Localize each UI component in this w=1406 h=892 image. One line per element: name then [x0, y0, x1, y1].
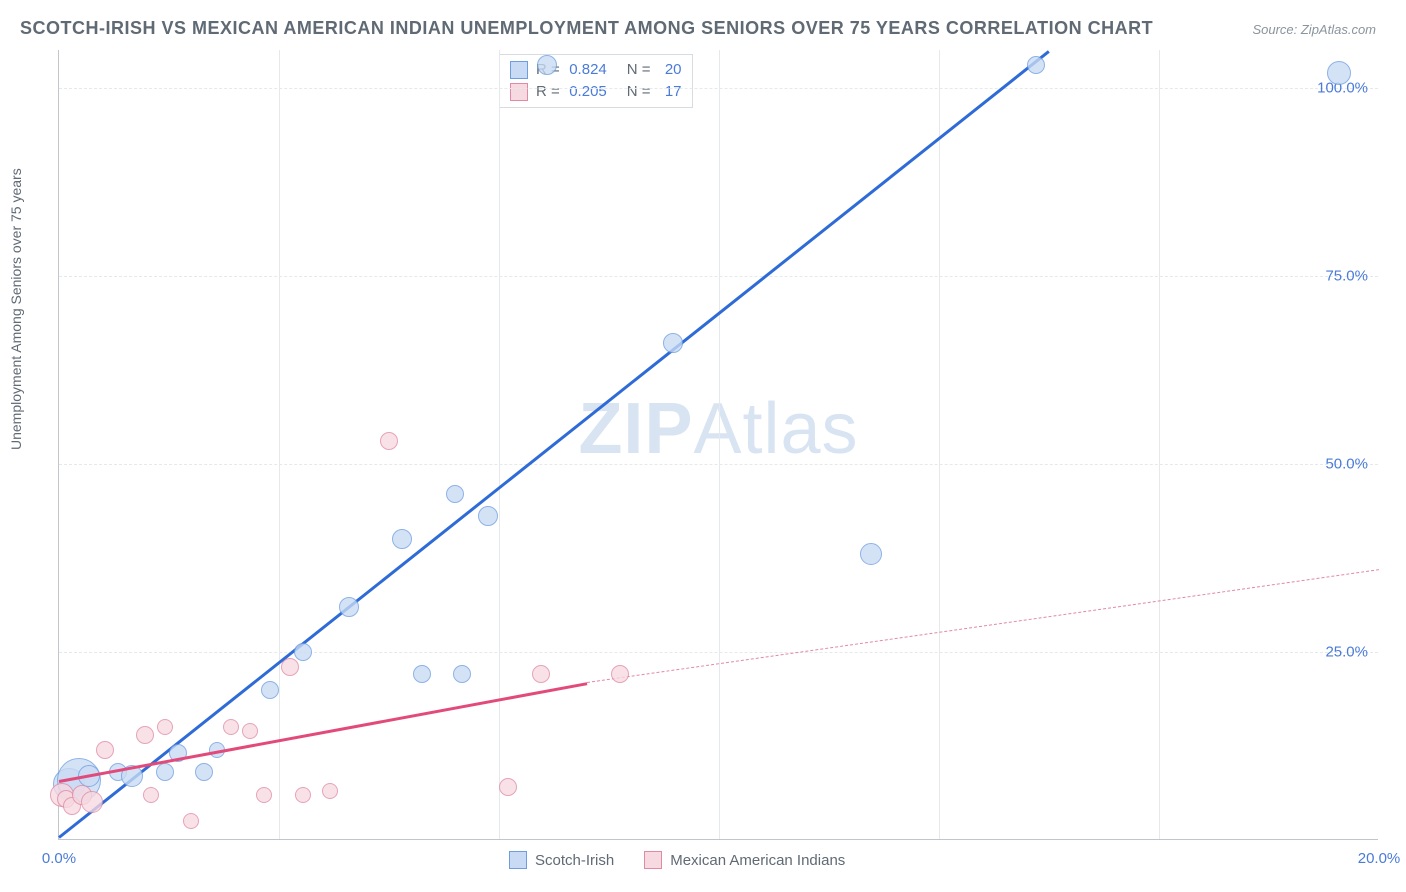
data-point: [136, 726, 154, 744]
data-point: [532, 665, 550, 683]
y-tick-label: 25.0%: [1325, 643, 1368, 660]
data-point: [294, 643, 312, 661]
data-point: [611, 665, 629, 683]
data-point: [96, 741, 114, 759]
data-point: [223, 719, 239, 735]
gridline-vertical: [939, 50, 940, 839]
data-point: [860, 543, 882, 565]
y-axis-label: Unemployment Among Seniors over 75 years: [8, 168, 24, 450]
data-point: [322, 783, 338, 799]
y-tick-label: 75.0%: [1325, 267, 1368, 284]
x-tick-label: 20.0%: [1358, 850, 1401, 867]
data-point: [281, 658, 299, 676]
data-point: [81, 791, 103, 813]
x-tick-label: 0.0%: [42, 850, 76, 867]
gridline-vertical: [499, 50, 500, 839]
data-point: [157, 719, 173, 735]
data-point: [663, 333, 683, 353]
series-legend: Scotch-Irish Mexican American Indians: [509, 851, 845, 869]
data-point: [453, 665, 471, 683]
data-point: [295, 787, 311, 803]
data-point: [1327, 61, 1351, 85]
data-point: [242, 723, 258, 739]
gridline-vertical: [719, 50, 720, 839]
data-point: [195, 763, 213, 781]
data-point: [537, 55, 557, 75]
y-tick-label: 50.0%: [1325, 455, 1368, 472]
legend-row: R = 0.824N = 20: [510, 59, 682, 81]
data-point: [392, 529, 412, 549]
data-point: [380, 432, 398, 450]
data-point: [413, 665, 431, 683]
data-point: [261, 681, 279, 699]
data-point: [1027, 56, 1045, 74]
data-point: [446, 485, 464, 503]
legend-item: Scotch-Irish: [509, 851, 614, 869]
legend-row: R = 0.205N = 17: [510, 81, 682, 103]
gridline-vertical: [1159, 50, 1160, 839]
data-point: [256, 787, 272, 803]
legend-item: Mexican American Indians: [644, 851, 845, 869]
data-point: [156, 763, 174, 781]
data-point: [143, 787, 159, 803]
data-point: [183, 813, 199, 829]
plot-area: ZIPAtlas R = 0.824N = 20R = 0.205N = 17 …: [58, 50, 1378, 840]
chart-title: SCOTCH-IRISH VS MEXICAN AMERICAN INDIAN …: [20, 18, 1153, 39]
data-point: [499, 778, 517, 796]
source-label: Source: ZipAtlas.com: [1252, 22, 1376, 37]
trend-line: [58, 50, 1050, 839]
gridline-vertical: [279, 50, 280, 839]
correlation-legend: R = 0.824N = 20R = 0.205N = 17: [499, 54, 693, 108]
trend-line: [587, 569, 1379, 683]
data-point: [339, 597, 359, 617]
data-point: [478, 506, 498, 526]
